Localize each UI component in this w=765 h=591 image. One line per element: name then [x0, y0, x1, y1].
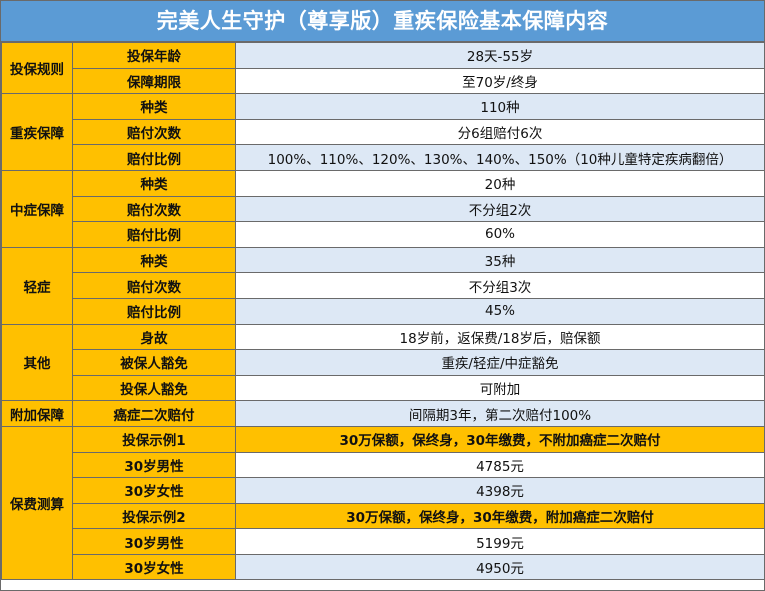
- table-row: 赔付次数 不分组2次: [2, 195, 765, 223]
- row-value: 间隔期3年，第二次赔付100%: [235, 400, 765, 427]
- row-value: 18岁前，返保费/18岁后，赔保额: [235, 323, 765, 351]
- table-row: 30岁女性 4398元: [2, 477, 765, 504]
- row-label: 投保人豁免: [72, 374, 236, 402]
- row-label: 赔付次数: [72, 272, 236, 299]
- section-category: 重疾保障: [1, 93, 73, 171]
- table-row: 投保人豁免 可附加: [2, 374, 765, 402]
- table-row: 保障期限 至70岁/终身: [2, 67, 765, 95]
- row-label: 被保人豁免: [72, 349, 236, 376]
- row-value: 45%: [235, 297, 765, 325]
- row-label: 投保示例2: [72, 502, 236, 530]
- row-label: 赔付次数: [72, 118, 236, 146]
- section-category: 其他: [1, 323, 73, 402]
- table-row: 赔付次数 不分组3次: [2, 272, 765, 299]
- row-label: 投保年龄: [72, 42, 236, 69]
- table-row: 保费测算 投保示例1 30万保额，保终身，30年缴费，不附加癌症二次赔付: [1, 425, 765, 581]
- section-category: 投保规则: [1, 41, 73, 95]
- coverage-grid: 投保规则 投保年龄 28天-55岁 保障期限 至70岁/终身 重疾保障 种类 110种 赔付次数…: [1, 41, 765, 581]
- row-label: 保障期限: [72, 67, 236, 95]
- table-row: 30岁男性 5199元: [2, 528, 765, 555]
- row-value: 100%、110%、120%、130%、140%、150%（10种儿童特定疾病翻…: [235, 144, 765, 171]
- section-category: 附加保障: [1, 400, 73, 427]
- row-value: 不分组2次: [235, 195, 765, 223]
- row-value: 60%: [235, 221, 765, 248]
- row-value: 不分组3次: [235, 272, 765, 299]
- row-value: 重疾/轻症/中症豁免: [235, 349, 765, 376]
- row-label: 赔付次数: [72, 195, 236, 223]
- row-value: 4785元: [235, 451, 765, 479]
- row-label: 投保示例1: [72, 425, 236, 453]
- table-row: 投保规则 投保年龄 28天-55岁: [1, 41, 765, 95]
- table-row: 轻症 种类 35种: [1, 246, 765, 325]
- row-value: 至70岁/终身: [235, 67, 765, 95]
- table-row: 30岁男性 4785元: [2, 451, 765, 479]
- table-row: 中症保障 种类 20种: [1, 169, 765, 248]
- section-category: 保费测算: [1, 425, 73, 581]
- row-label: 30岁女性: [72, 477, 236, 504]
- row-label: 赔付比例: [72, 144, 236, 171]
- row-value: 30万保额，保终身，30年缴费，不附加癌症二次赔付: [235, 425, 765, 453]
- table-row: 30岁女性 4950元: [2, 553, 765, 581]
- table-row: 重疾保障 种类 110种: [1, 93, 765, 171]
- row-value: 4398元: [235, 477, 765, 504]
- row-label: 30岁男性: [72, 451, 236, 479]
- row-value: 28天-55岁: [235, 42, 765, 69]
- row-value: 20种: [235, 169, 765, 197]
- row-value: 4950元: [235, 553, 765, 581]
- section-category: 中症保障: [1, 169, 73, 248]
- row-value: 5199元: [235, 528, 765, 555]
- table-row: 投保示例2 30万保额，保终身，30年缴费，附加癌症二次赔付: [2, 502, 765, 530]
- row-label: 30岁女性: [72, 553, 236, 581]
- table-row: 其他 身故 18岁前，返保费/18岁后，赔保额: [1, 323, 765, 402]
- row-value: 35种: [235, 246, 765, 274]
- table-row: 赔付次数 分6组赔付6次: [2, 118, 765, 146]
- row-label: 癌症二次赔付: [72, 400, 236, 427]
- row-label: 身故: [72, 323, 236, 351]
- row-label: 种类: [72, 169, 236, 197]
- row-label: 种类: [72, 93, 236, 120]
- table-row: 赔付比例 45%: [2, 297, 765, 325]
- row-label: 30岁男性: [72, 528, 236, 555]
- table-row: 赔付比例 60%: [2, 221, 765, 248]
- row-label: 赔付比例: [72, 221, 236, 248]
- row-value: 110种: [235, 93, 765, 120]
- row-value: 可附加: [235, 374, 765, 402]
- table-row: 附加保障 癌症二次赔付 间隔期3年，第二次赔付100%: [1, 400, 765, 427]
- page-title: 完美人生守护（尊享版）重疾保险基本保障内容: [1, 1, 764, 42]
- row-value: 分6组赔付6次: [235, 118, 765, 146]
- row-label: 赔付比例: [72, 297, 236, 325]
- section-category: 轻症: [1, 246, 73, 325]
- table-row: 赔付比例 100%、110%、120%、130%、140%、150%（10种儿童特…: [2, 144, 765, 171]
- row-label: 种类: [72, 246, 236, 274]
- table-row: 被保人豁免 重疾/轻症/中症豁免: [2, 349, 765, 376]
- row-value: 30万保额，保终身，30年缴费，附加癌症二次赔付: [235, 502, 765, 530]
